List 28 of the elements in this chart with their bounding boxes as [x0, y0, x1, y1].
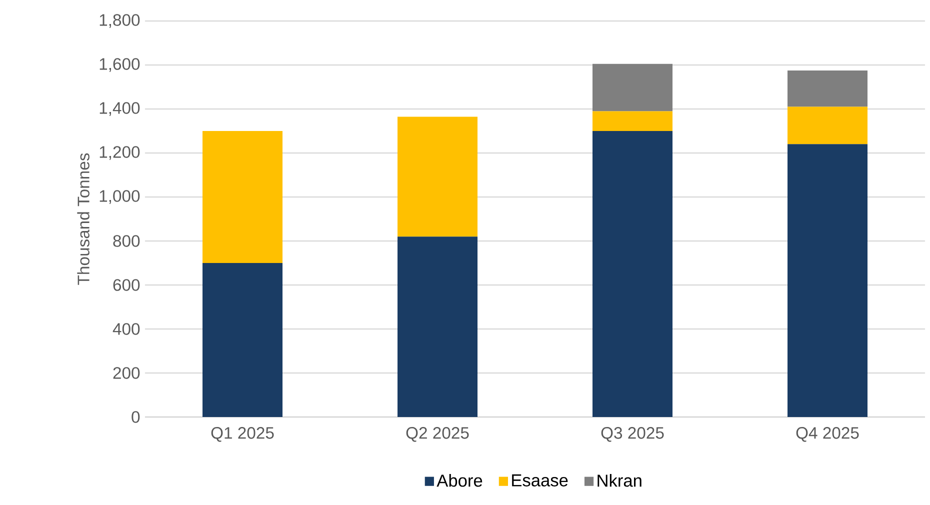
- legend-label: Abore: [436, 474, 482, 487]
- bar: [398, 116, 478, 237]
- y-tick-label: 200: [113, 367, 140, 379]
- y-tick-label: 0: [132, 411, 140, 423]
- bar: [788, 106, 868, 144]
- y-axis-title: Thousand Tonnes: [77, 153, 90, 285]
- bar: [202, 262, 283, 417]
- y-tick-label: 1,600: [100, 58, 140, 72]
- y-tick-label: 1,800: [100, 14, 140, 28]
- y-tick-label: 1,200: [100, 146, 140, 160]
- y-tick-label: 400: [112, 323, 140, 335]
- y-tick-label: 800: [113, 235, 140, 247]
- bar: [398, 236, 478, 417]
- x-tick-label: Q4 2025: [796, 427, 859, 442]
- bar: [592, 111, 673, 131]
- bar: [592, 130, 673, 417]
- legend-label: Nkran: [598, 474, 642, 487]
- bar: [592, 64, 673, 112]
- x-tick-label: Q1 2025: [211, 427, 274, 442]
- legend-label: Esaase: [512, 474, 568, 486]
- bar: [788, 70, 868, 107]
- bar: [788, 144, 868, 417]
- y-tick-label: 1,000: [100, 190, 140, 204]
- bar: [202, 130, 283, 263]
- x-tick-label: Q3 2025: [601, 427, 664, 442]
- x-tick-label: Q2 2025: [406, 427, 469, 442]
- y-tick-label: 1,400: [100, 102, 140, 116]
- y-tick-label: 600: [113, 279, 140, 291]
